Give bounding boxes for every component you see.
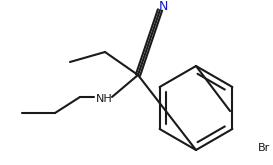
Text: N: N bbox=[158, 0, 168, 14]
Text: Br: Br bbox=[258, 143, 270, 153]
Text: NH: NH bbox=[96, 94, 112, 104]
